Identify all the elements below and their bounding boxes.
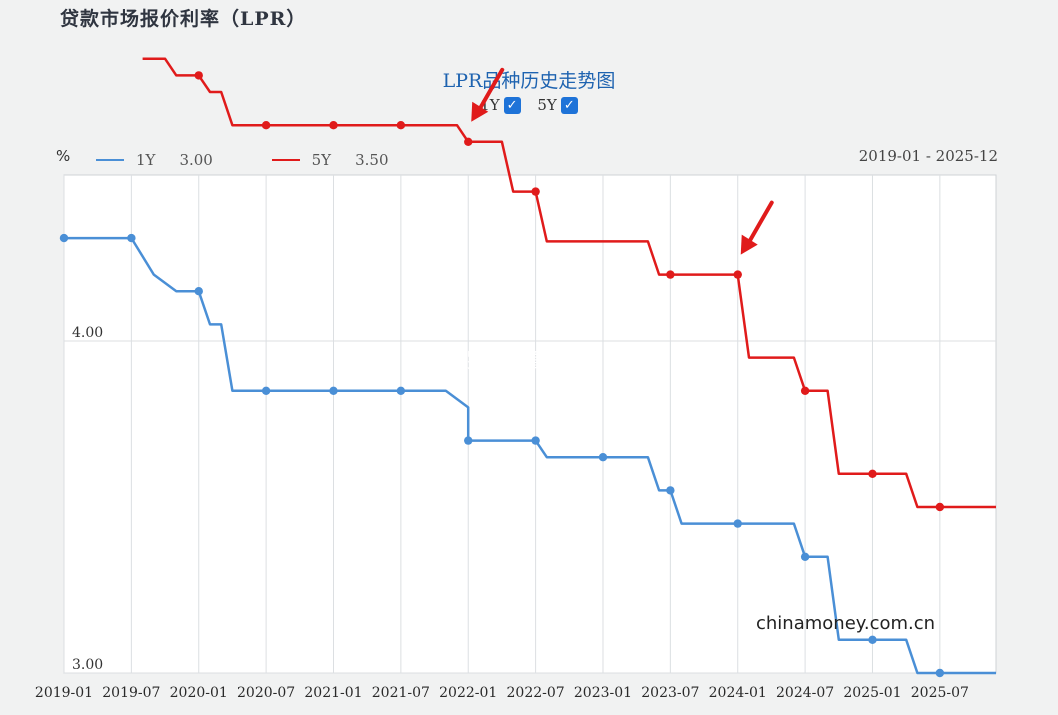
data-point-1y	[59, 233, 69, 243]
toggle-5y-label: 5Y	[537, 96, 557, 114]
legend-item-1y[interactable]: 1Y 3.00	[96, 151, 267, 169]
legend-value-5y: 3.50	[355, 151, 389, 169]
data-point-5y	[261, 121, 271, 130]
annotation-arrow-icon	[740, 200, 774, 255]
x-tick-label: 2025-07	[911, 685, 969, 701]
data-point-1y	[666, 486, 675, 495]
data-point-1y	[396, 386, 406, 395]
data-point-1y	[598, 453, 608, 462]
page-title: 贷款市场报价利率（LPR）	[60, 8, 307, 30]
legend-value-1y: 3.00	[179, 151, 213, 169]
data-point-5y	[935, 502, 945, 512]
series-toggles: 1Y ✓ 5Y ✓	[0, 96, 1058, 114]
data-point-1y	[464, 436, 473, 445]
legend-name-5y: 5Y	[311, 151, 332, 169]
x-tick-label: 2022-07	[507, 685, 565, 701]
data-point-1y	[194, 287, 203, 296]
x-tick-label: 2023-07	[641, 685, 699, 701]
chart-title: LPR品种历史走势图	[442, 70, 616, 92]
series-line-1y	[64, 236, 996, 675]
x-tick-label: 2019-01	[35, 685, 93, 701]
x-tick-label: 2023-01	[574, 685, 632, 701]
data-point-5y	[396, 121, 406, 130]
date-range: 2019-01 - 2025-12	[858, 147, 998, 165]
x-tick-label: 2024-07	[776, 685, 834, 701]
x-tick-label: 2021-07	[372, 685, 430, 701]
checkbox-checked-icon[interactable]: ✓	[503, 96, 521, 114]
data-point-5y	[531, 187, 540, 196]
legend-name-1y: 1Y	[136, 151, 156, 169]
data-point-5y	[666, 270, 675, 279]
brand-source-text: chinamoney.com.cn	[756, 613, 935, 634]
data-point-1y	[733, 519, 742, 528]
x-tick-label: 2024-01	[709, 685, 767, 701]
toggle-5y[interactable]: 5Y ✓	[537, 96, 578, 114]
y-tick-label: 4.00	[72, 325, 103, 341]
data-point-5y	[800, 386, 810, 395]
data-point-1y	[800, 552, 810, 561]
data-point-5y	[868, 469, 877, 478]
data-point-1y	[261, 386, 271, 395]
data-point-5y	[194, 71, 203, 80]
data-point-5y	[464, 137, 473, 146]
series-line-5y	[142, 57, 996, 509]
x-tick-label: 2019-07	[102, 685, 160, 701]
data-point-5y	[733, 270, 742, 279]
data-point-1y	[329, 386, 338, 395]
legend-item-5y[interactable]: 5Y 3.50	[271, 151, 389, 169]
x-tick-label: 2022-01	[439, 685, 497, 701]
watermark-at-sign: @	[443, 350, 461, 371]
data-point-1y	[127, 233, 136, 243]
weibo-logo-icon	[413, 347, 437, 371]
y-unit-label: %	[56, 147, 71, 165]
plot-area	[63, 174, 997, 674]
data-point-1y	[531, 436, 540, 445]
legend-swatch-1y	[96, 159, 124, 161]
x-tick-label: 2021-01	[304, 685, 362, 701]
x-tick-label: 2020-07	[237, 685, 295, 701]
data-point-5y	[329, 121, 338, 130]
data-point-1y	[935, 668, 945, 678]
x-tick-label: 2025-01	[843, 685, 901, 701]
data-point-1y	[868, 635, 877, 644]
y-tick-label: 3.00	[72, 657, 103, 673]
legend: 1Y 3.00 5Y 3.50	[96, 147, 389, 169]
annotation-arrow-icon	[471, 67, 505, 122]
x-tick-label: 2020-01	[170, 685, 228, 701]
legend-swatch-5y	[271, 159, 300, 161]
checkbox-checked-icon[interactable]: ✓	[560, 96, 578, 114]
watermark-text: 罗洋洋看市场	[466, 348, 586, 372]
